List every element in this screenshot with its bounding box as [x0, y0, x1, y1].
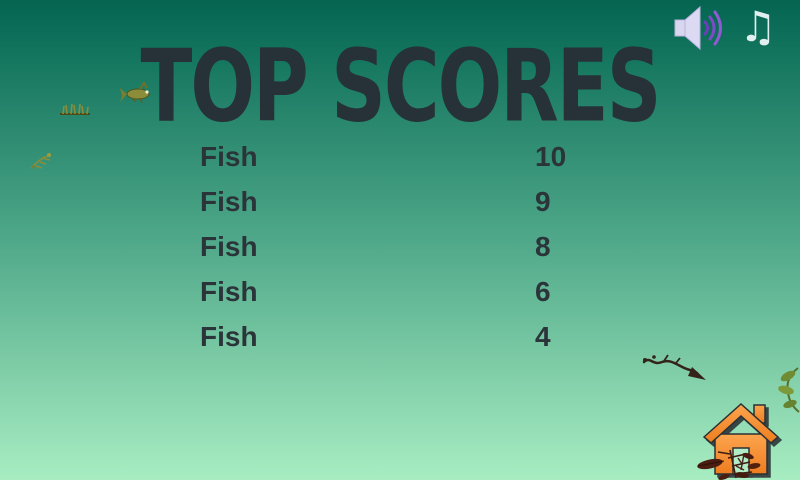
score-value: 8 [535, 231, 551, 262]
score-row: Fish 8 [200, 224, 600, 269]
player-name: Fish [200, 186, 258, 217]
grass-tuft-sprite-icon [60, 103, 90, 115]
branch-silhouette-icon [642, 354, 706, 380]
sound-toggle-button[interactable] [672, 4, 728, 52]
music-note-icon: ♫ [739, 2, 777, 51]
player-name: Fish [200, 276, 258, 307]
player-name: Fish [200, 141, 258, 172]
player-name: Fish [200, 321, 258, 352]
score-row: Fish 9 [200, 179, 600, 224]
speaker-volume-icon [674, 5, 722, 51]
page-title: TOP SCORES [140, 26, 662, 144]
home-button[interactable] [700, 400, 782, 478]
score-list: Fish 10 Fish 9 Fish 8 Fish 6 Fish 4 [200, 134, 600, 359]
small-fish-sprite-icon [120, 81, 150, 104]
score-value: 10 [535, 141, 567, 172]
score-value: 4 [535, 321, 551, 352]
music-toggle-button[interactable]: ♫ [734, 2, 782, 52]
plant-sprig-sprite-icon [30, 153, 51, 169]
score-value: 6 [535, 276, 551, 307]
score-row: Fish 10 [200, 134, 600, 179]
score-value: 9 [535, 186, 551, 217]
score-row: Fish 4 [200, 314, 600, 359]
home-icon [702, 402, 780, 475]
score-row: Fish 6 [200, 269, 600, 314]
player-name: Fish [200, 231, 258, 262]
